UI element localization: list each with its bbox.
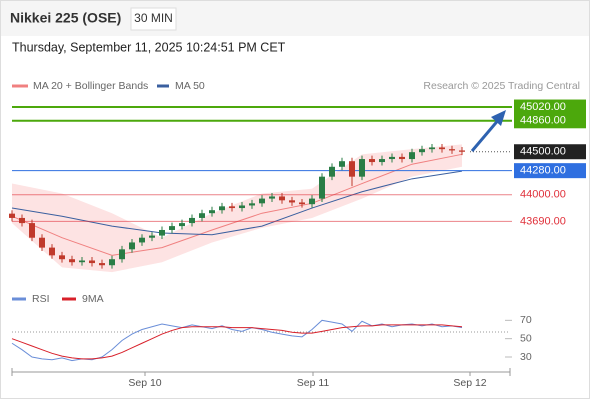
level-label: 44860.00 (520, 115, 566, 127)
candle-body (79, 260, 85, 263)
candle-body (129, 242, 135, 250)
candle-body (29, 223, 35, 238)
candle-body (409, 152, 415, 160)
candle-body (159, 229, 165, 236)
candle-body (269, 196, 275, 199)
title: Nikkei 225 (OSE) (10, 10, 121, 26)
level-label: 44000.00 (520, 189, 566, 201)
candle-body (429, 147, 435, 150)
header-bar (1, 1, 589, 36)
y-tick-label: 30 (520, 351, 532, 363)
legend-swatch (12, 297, 26, 301)
candle-body (349, 161, 355, 177)
candle-body (399, 156, 405, 160)
candle-body (189, 217, 195, 224)
candle-body (359, 159, 365, 177)
candle-body (449, 149, 455, 151)
x-tick-label: Sep 12 (453, 377, 486, 389)
candle-body (319, 176, 325, 199)
candle-body (209, 210, 215, 214)
candle-body (289, 200, 295, 203)
candle-body (249, 203, 255, 206)
indicator-line (11, 324, 463, 360)
candle-body (69, 259, 75, 263)
candle-body (199, 213, 205, 218)
interval-box[interactable] (130, 7, 177, 31)
level-label: 43690.00 (520, 215, 566, 227)
candle-body (119, 249, 125, 260)
level-label: 45020.00 (520, 101, 566, 113)
y-tick-label: 70 (520, 314, 532, 326)
legend-label: 9MA (82, 293, 104, 305)
legend-swatch (157, 84, 169, 88)
x-tick-label: Sep 10 (128, 377, 161, 389)
candle-body (329, 166, 335, 177)
level-label-box (514, 163, 586, 179)
candle-body (179, 223, 185, 227)
candle-body (239, 205, 245, 209)
candle-body (389, 156, 395, 160)
candle-body (309, 198, 315, 205)
candle-body (229, 206, 235, 209)
candle-body (49, 247, 55, 256)
candle-body (149, 235, 155, 238)
level-label-box (514, 113, 586, 129)
candle-body (59, 255, 65, 260)
candle-body (99, 263, 105, 266)
candle-body (219, 206, 225, 211)
candle-body (339, 161, 345, 167)
candle-body (89, 260, 95, 264)
legend-label: RSI (32, 293, 50, 305)
interval[interactable]: 30 MIN (134, 11, 173, 25)
candle-body (109, 259, 115, 266)
legend-label: MA 50 (175, 80, 205, 92)
candle-body (139, 237, 145, 243)
y-tick-label: 50 (520, 332, 532, 344)
candle-body (279, 196, 285, 201)
candle-body (419, 149, 425, 153)
candle-body (299, 202, 305, 205)
level-label-box (514, 99, 586, 115)
level-label: 44500.00 (520, 146, 566, 158)
candle-body (169, 226, 175, 230)
candle-body (439, 147, 445, 150)
legend-label: MA 20 + Bollinger Bands (33, 80, 148, 92)
forecast-arrowhead (491, 110, 506, 126)
candle-body (259, 198, 265, 204)
source: Research © 2025 Trading Central (423, 80, 580, 92)
legend-swatch (62, 297, 76, 301)
legend-swatch (12, 84, 28, 88)
candle-body (459, 150, 465, 152)
x-tick-label: Sep 11 (297, 377, 330, 389)
level-label: 44280.00 (520, 165, 566, 177)
candle-body (39, 237, 45, 248)
forecast-arrow (470, 117, 502, 152)
candle-body (19, 217, 25, 224)
level-label-box (514, 144, 586, 160)
candle-body (9, 213, 15, 218)
candle-body (379, 159, 385, 163)
candle-body (369, 159, 375, 163)
timestamp: Thursday, September 11, 2025 10:24:51 PM… (12, 40, 286, 54)
